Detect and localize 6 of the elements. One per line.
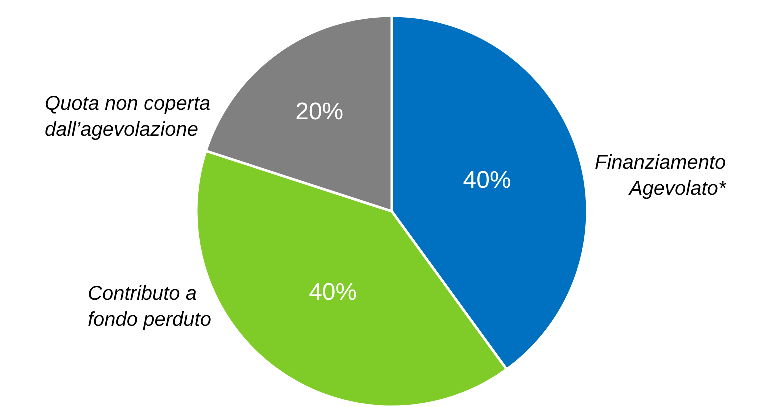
data-label: 20%	[296, 98, 344, 126]
slice-label: Quota non coperta dall’agevolazione	[45, 93, 211, 141]
data-label: 40%	[463, 167, 512, 194]
data-label: 40%	[309, 279, 358, 306]
slice-label: Finanziamento Agevolato*	[595, 152, 728, 200]
slice-label: Contributo a fondo perduto	[88, 283, 212, 331]
